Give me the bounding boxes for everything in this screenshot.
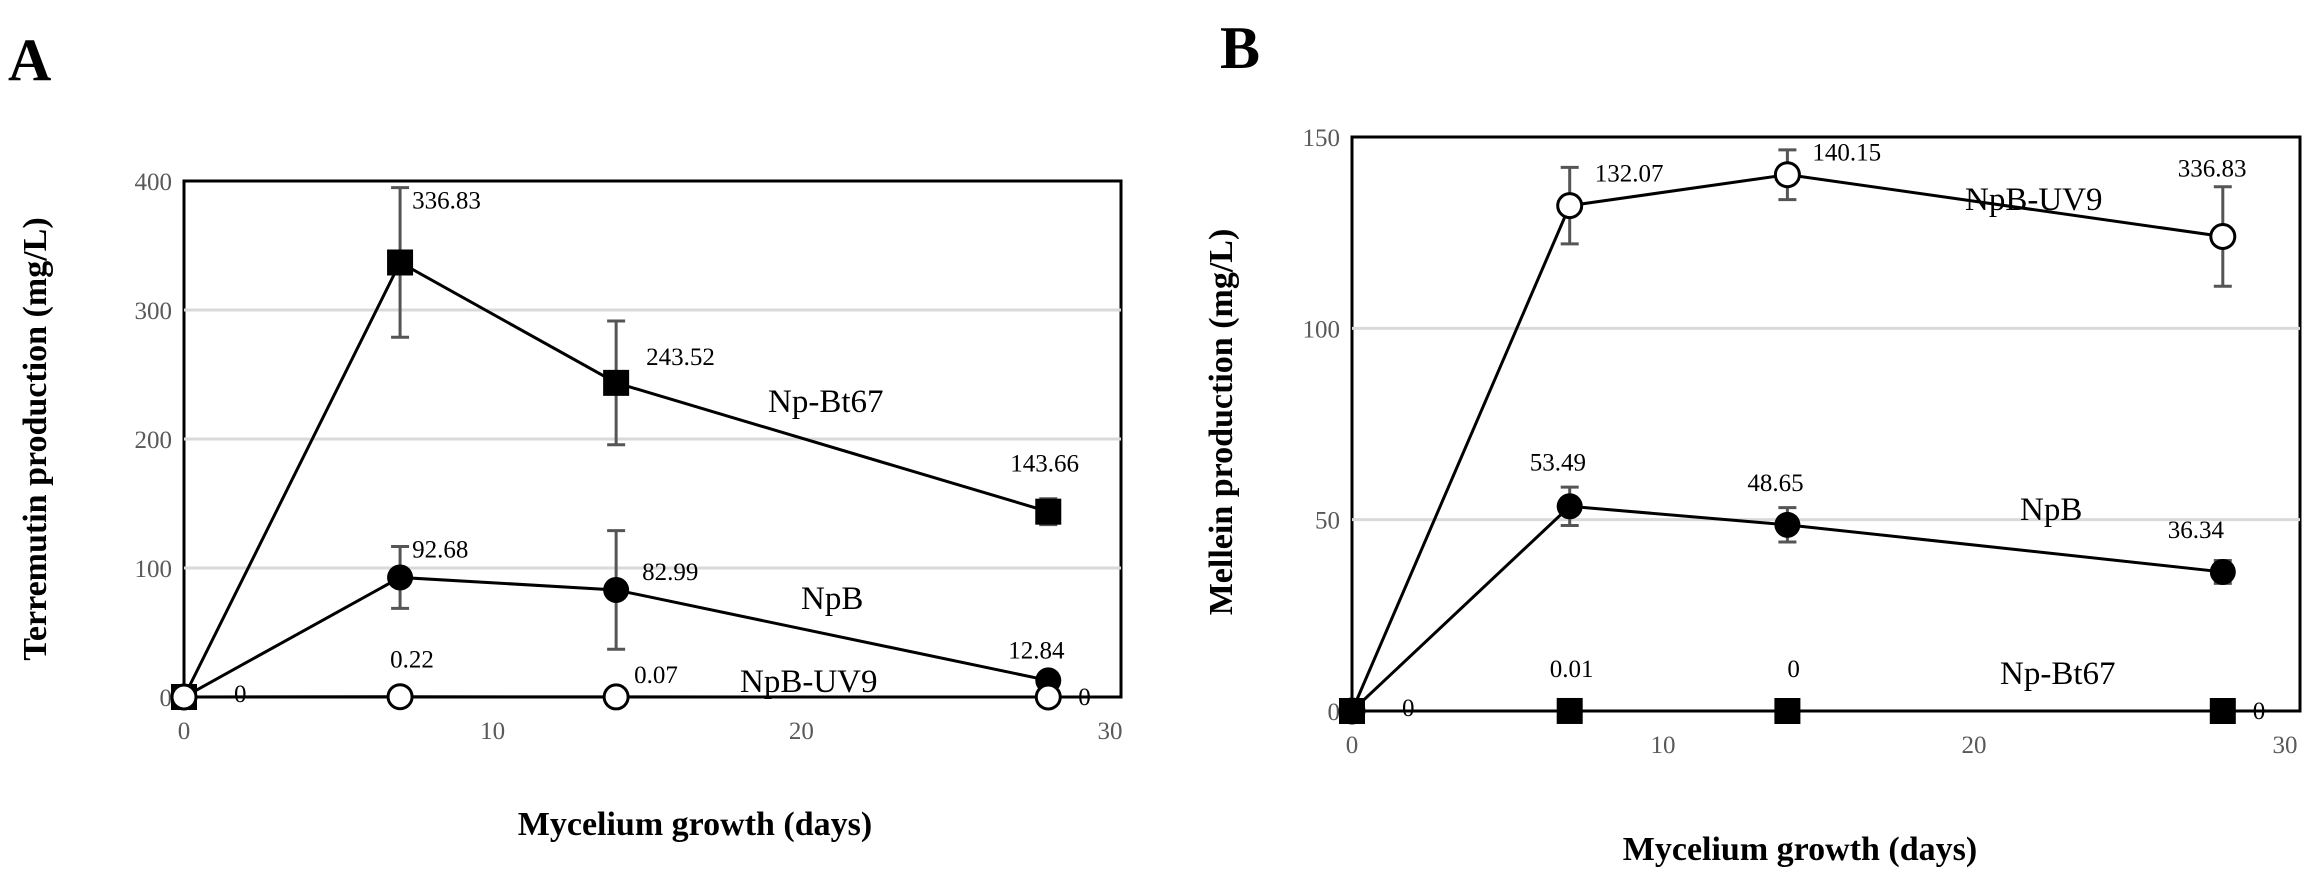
ticks-a: 0 100 200 300 400 0 10 20 30 xyxy=(135,169,1123,745)
data-point-open-circle xyxy=(1556,192,1584,220)
x-axis-title-a: Mycelium growth (days) xyxy=(518,806,872,843)
data-point-open-circle xyxy=(1034,683,1062,711)
series-npb: 53.49 48.65 36.34 NpB xyxy=(1339,449,2236,724)
plot-area-b xyxy=(1350,135,2302,713)
series-npb: 92.68 82.99 12.84 NpB xyxy=(171,529,1065,710)
x-tick-label: 10 xyxy=(1651,732,1676,759)
data-point-square xyxy=(387,249,414,276)
series-npb-uv9: 0.22 0.07 0 NpB-UV9 xyxy=(170,647,1091,711)
x-tick-label: 20 xyxy=(1962,732,1987,759)
data-point-square xyxy=(1556,697,1583,724)
data-point-open-circle xyxy=(386,683,414,711)
y-tick-label: 300 xyxy=(135,298,173,325)
series-npb-uv9: 0 132.07 140.15 336.83 NpB-UV9 xyxy=(1338,140,2247,725)
data-point-square xyxy=(1035,498,1062,525)
ticks-b: 0 50 100 150 0 10 20 30 xyxy=(1303,125,2298,759)
x-tick-label: 10 xyxy=(480,718,505,745)
data-label: 53.49 xyxy=(1530,449,1586,476)
data-label: 0 xyxy=(1402,695,1415,722)
series-label: NpB xyxy=(801,581,863,617)
data-point-circle xyxy=(1556,493,1583,520)
data-point-square xyxy=(1339,698,1365,724)
data-label: 336.83 xyxy=(412,187,481,214)
series-label: NpB-UV9 xyxy=(1965,182,2103,218)
panel-label-a: A xyxy=(8,27,51,93)
panel-b: B 0 50 100 150 0 10 20 30 0 132.07 140.15 336.83 Np… xyxy=(1203,15,2302,868)
data-point-open-circle xyxy=(1773,161,1801,189)
y-tick-label: 0 xyxy=(160,685,173,712)
data-label: 82.99 xyxy=(642,559,698,586)
series-line xyxy=(1350,504,2223,713)
data-point-open-circle xyxy=(602,683,630,711)
series-line xyxy=(182,260,1049,698)
data-label: 140.15 xyxy=(1812,140,1881,167)
series-label: NpB-UV9 xyxy=(740,664,878,700)
data-label: 0 xyxy=(234,681,247,708)
data-label: 92.68 xyxy=(412,536,468,563)
data-label: 0 xyxy=(1787,656,1800,683)
y-tick-label: 150 xyxy=(1303,125,1341,152)
data-label: 0.07 xyxy=(634,662,678,689)
data-label: 132.07 xyxy=(1595,161,1664,188)
data-label: 143.66 xyxy=(1010,451,1079,478)
data-label: 12.84 xyxy=(1008,637,1065,664)
series-line xyxy=(183,575,1049,699)
grid-a xyxy=(184,308,1121,570)
x-axis-title-b: Mycelium growth (days) xyxy=(1623,831,1977,868)
data-point-open-circle xyxy=(170,683,198,711)
data-point-square xyxy=(603,369,630,396)
series-label: Np-Bt67 xyxy=(768,384,884,420)
data-label: 0.22 xyxy=(390,647,434,674)
data-point-open-circle xyxy=(2209,222,2237,250)
data-point-square xyxy=(1774,698,1801,724)
data-label: 48.65 xyxy=(1747,470,1803,497)
y-axis-title-a: Terremutin production (mg/L) xyxy=(17,217,54,660)
y-tick-label: 0 xyxy=(1328,699,1341,726)
data-point-circle xyxy=(387,564,414,591)
y-tick-label: 100 xyxy=(1303,316,1341,343)
series-a: 0 336.83 243.52 143.66 Np-Bt67 92.68 82.99 12.8… xyxy=(170,186,1091,711)
y-tick-label: 50 xyxy=(1315,508,1340,535)
x-tick-label: 30 xyxy=(2273,732,2298,759)
y-tick-label: 200 xyxy=(135,427,173,454)
data-label: 336.83 xyxy=(2178,155,2247,182)
series-label: Np-Bt67 xyxy=(2000,656,2116,692)
data-point-circle xyxy=(1774,511,1801,538)
series-line xyxy=(1350,173,2224,712)
data-point-circle xyxy=(603,576,630,603)
grid-b xyxy=(1352,326,2300,522)
y-tick-label: 100 xyxy=(135,556,173,583)
series-label: NpB xyxy=(2020,492,2082,528)
panel-a: A 0 100 200 300 400 0 10 20 30 0 336.83 243.52 143.… xyxy=(8,27,1123,843)
x-tick-label: 0 xyxy=(1346,732,1359,759)
x-tick-label: 20 xyxy=(789,718,814,745)
series-b: 0 132.07 140.15 336.83 NpB-UV9 53.49 48.65 36.3… xyxy=(1338,140,2265,725)
panel-label-b: B xyxy=(1220,15,1260,81)
data-label: 243.52 xyxy=(646,344,715,371)
data-label: 36.34 xyxy=(2168,517,2225,544)
data-label: 0.01 xyxy=(1550,656,1594,683)
x-tick-label: 30 xyxy=(1098,718,1123,745)
series-np-bt67: 0.01 0 0 Np-Bt67 xyxy=(1339,656,2265,725)
data-label: 0 xyxy=(1078,684,1091,711)
y-tick-label: 400 xyxy=(135,169,173,196)
x-tick-label: 0 xyxy=(178,718,191,745)
y-axis-title-b: Mellein production (mg/L) xyxy=(1203,229,1240,616)
series-np-bt67: 0 336.83 243.52 143.66 Np-Bt67 xyxy=(171,186,1079,710)
data-label: 0 xyxy=(2253,698,2266,725)
data-point-circle xyxy=(2209,558,2236,585)
data-point-square xyxy=(2209,698,2236,724)
